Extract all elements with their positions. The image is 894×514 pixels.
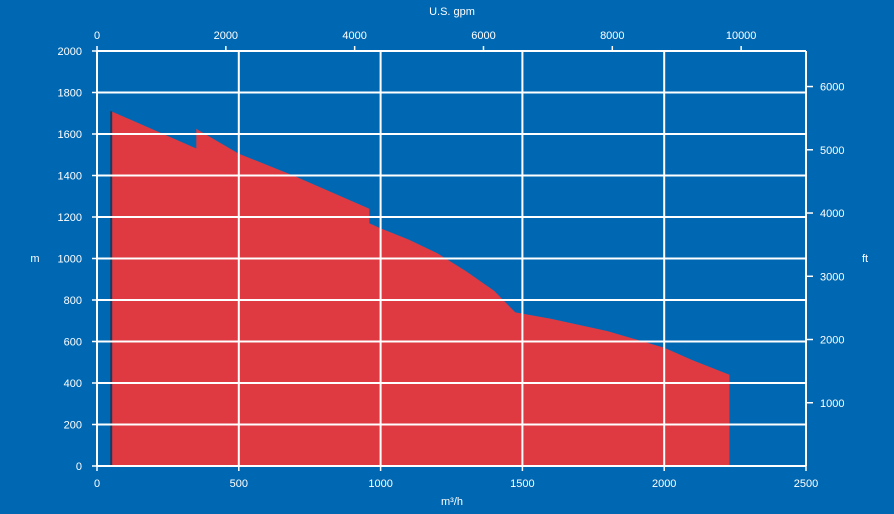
y2-tick-label: 2000 bbox=[820, 335, 844, 347]
x-tick-label: 1000 bbox=[368, 478, 392, 490]
x2-tick-label: 2000 bbox=[214, 30, 238, 42]
y2-axis-title: ft bbox=[862, 253, 868, 265]
y-tick-label: 200 bbox=[64, 420, 82, 432]
x2-tick-label: 6000 bbox=[471, 30, 495, 42]
x2-tick-label: 10000 bbox=[726, 30, 757, 42]
y2-tick-label: 5000 bbox=[820, 145, 844, 157]
x-axis-title: m³/h bbox=[441, 496, 463, 508]
y2-tick-label: 1000 bbox=[820, 398, 844, 410]
y2-tick-label: 6000 bbox=[820, 82, 844, 94]
x2-tick-label: 4000 bbox=[342, 30, 366, 42]
y-tick-label: 400 bbox=[64, 378, 82, 390]
performance-area bbox=[111, 111, 730, 466]
y-tick-label: 800 bbox=[64, 295, 82, 307]
y-tick-label: 1800 bbox=[58, 88, 82, 100]
x-tick-label: 0 bbox=[94, 478, 100, 490]
x2-tick-label: 0 bbox=[94, 30, 100, 42]
y-tick-label: 1600 bbox=[58, 129, 82, 141]
x-axis-ticks: 0 500 1000 1500 2000 2500 bbox=[94, 466, 818, 490]
x-tick-label: 1500 bbox=[510, 478, 534, 490]
y-axis-title: m bbox=[30, 253, 39, 265]
x-tick-label: 2000 bbox=[652, 478, 676, 490]
x-tick-label: 2500 bbox=[794, 478, 818, 490]
y-tick-label: 0 bbox=[76, 461, 82, 473]
x2-axis-title: U.S. gpm bbox=[429, 6, 475, 18]
y2-axis-ticks: 1000 2000 3000 4000 5000 6000 bbox=[806, 82, 844, 410]
y2-tick-label: 3000 bbox=[820, 271, 844, 283]
y-tick-label: 600 bbox=[64, 337, 82, 349]
y2-tick-label: 4000 bbox=[820, 208, 844, 220]
y-axis-ticks: 0 200 400 600 800 1000 1200 1400 1600 1800 2000 bbox=[58, 46, 97, 473]
y-tick-label: 1200 bbox=[58, 212, 82, 224]
y-tick-label: 1400 bbox=[58, 171, 82, 183]
grid-lines bbox=[96, 50, 807, 467]
x2-axis-ticks: 0 2000 4000 6000 8000 10000 bbox=[94, 30, 756, 51]
y-tick-label: 2000 bbox=[58, 46, 82, 58]
x2-tick-label: 8000 bbox=[600, 30, 624, 42]
x-tick-label: 500 bbox=[230, 478, 248, 490]
y-tick-label: 1000 bbox=[58, 254, 82, 266]
